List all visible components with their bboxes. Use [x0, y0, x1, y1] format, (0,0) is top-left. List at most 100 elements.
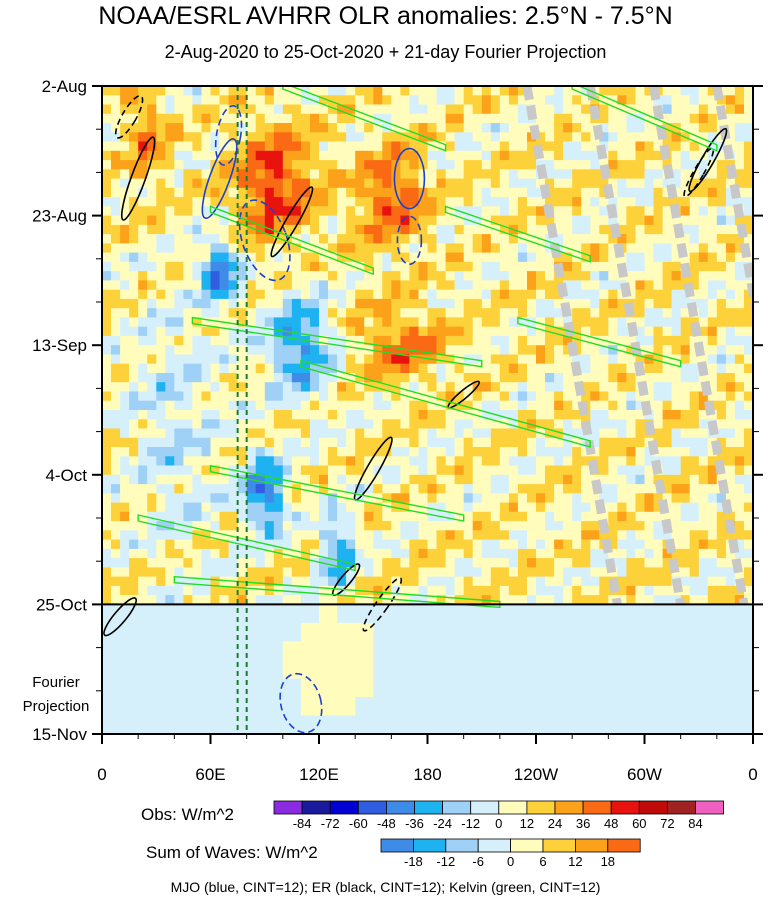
anomaly-cell	[734, 271, 745, 281]
anomaly-cell	[255, 150, 266, 161]
anomaly-cell	[481, 197, 492, 207]
anomaly-cell	[427, 308, 438, 319]
anomaly-cell	[698, 95, 709, 106]
anomaly-cell	[310, 576, 320, 587]
anomaly-cell	[590, 391, 600, 402]
anomaly-cell	[545, 511, 555, 522]
anomaly-cell	[319, 502, 329, 513]
anomaly-cell	[129, 530, 139, 541]
anomaly-cell	[400, 521, 410, 531]
anomaly-cell	[662, 419, 673, 430]
anomaly-cell	[328, 150, 338, 161]
anomaly-cell	[744, 400, 753, 411]
anomaly-cell	[744, 373, 753, 383]
anomaly-cell	[490, 169, 501, 180]
anomaly-cell	[734, 391, 745, 402]
anomaly-cell	[635, 224, 646, 235]
anomaly-cell	[662, 493, 673, 504]
anomaly-cell	[355, 530, 365, 541]
anomaly-cell	[210, 595, 221, 605]
anomaly-cell	[156, 558, 166, 568]
anomaly-cell	[472, 261, 483, 272]
anomaly-cell	[346, 86, 356, 96]
anomaly-cell	[427, 373, 438, 383]
anomaly-cell	[463, 317, 474, 328]
anomaly-cell	[689, 373, 700, 383]
x-axis: 0 60E 120E 180 120W 60W 0	[97, 734, 758, 784]
anomaly-cell	[436, 271, 447, 281]
anomaly-cell	[120, 391, 130, 402]
colorbar-box	[554, 800, 584, 815]
anomaly-cell	[527, 567, 537, 578]
anomaly-cell	[662, 197, 673, 207]
anomaly-cell	[409, 511, 419, 522]
anomaly-cell	[472, 576, 483, 587]
anomaly-cell	[445, 595, 456, 605]
projection-cell	[463, 604, 483, 624]
anomaly-cell	[635, 428, 646, 439]
anomaly-cell	[183, 474, 193, 485]
projection-cell	[427, 715, 447, 734]
anomaly-cell	[536, 215, 546, 226]
projection-cell	[517, 604, 537, 624]
anomaly-cell	[445, 410, 456, 420]
anomaly-cell	[436, 428, 447, 439]
anomaly-cell	[418, 113, 429, 124]
anomaly-cell	[246, 539, 257, 550]
anomaly-cell	[581, 169, 591, 180]
anomaly-cell	[463, 484, 474, 494]
anomaly-cell	[282, 493, 293, 504]
anomaly-cell	[508, 234, 519, 244]
anomaly-cell	[273, 474, 284, 485]
projection-cell	[300, 659, 320, 679]
anomaly-cell	[599, 530, 609, 541]
projection-cell	[445, 678, 465, 698]
anomaly-cell	[427, 363, 438, 374]
anomaly-cell	[192, 437, 202, 448]
anomaly-cell	[481, 447, 492, 457]
anomaly-cell	[608, 335, 618, 346]
anomaly-cell	[228, 530, 239, 541]
anomaly-cell	[499, 576, 510, 587]
anomaly-cell	[436, 234, 447, 244]
anomaly-cell	[418, 595, 429, 605]
anomaly-cell	[156, 595, 166, 605]
anomaly-cell	[147, 419, 157, 430]
anomaly-cell	[111, 391, 121, 402]
anomaly-cell	[499, 410, 510, 420]
anomaly-cell	[355, 567, 365, 578]
anomaly-cell	[472, 530, 483, 541]
fourier-label-line1: Fourier	[32, 674, 80, 691]
anomaly-cell	[165, 150, 175, 161]
anomaly-cell	[554, 308, 564, 319]
anomaly-cell	[192, 197, 202, 207]
anomaly-cell	[499, 382, 510, 393]
anomaly-cell	[291, 595, 302, 605]
anomaly-cell	[210, 493, 221, 504]
anomaly-cell	[581, 150, 591, 161]
anomaly-cell	[228, 585, 239, 596]
anomaly-cell	[364, 187, 374, 198]
anomaly-cell	[599, 410, 609, 420]
anomaly-cell	[147, 595, 157, 605]
anomaly-cell	[111, 335, 121, 346]
anomaly-cell	[246, 317, 257, 328]
projection-cell	[734, 659, 753, 679]
anomaly-cell	[481, 530, 492, 541]
anomaly-cell	[517, 326, 528, 337]
anomaly-cell	[129, 576, 139, 587]
projection-cell	[626, 641, 646, 661]
anomaly-cell	[273, 373, 284, 383]
anomaly-cell	[734, 95, 745, 106]
projection-cell	[174, 622, 193, 642]
anomaly-cell	[291, 326, 302, 337]
anomaly-cell	[255, 502, 266, 513]
anomaly-cell	[273, 95, 284, 106]
anomaly-cell	[147, 465, 157, 476]
anomaly-cell	[138, 280, 148, 291]
anomaly-cell	[599, 234, 609, 244]
anomaly-cell	[481, 437, 492, 448]
projection-cell	[246, 678, 266, 698]
anomaly-cell	[617, 521, 627, 531]
anomaly-cell	[481, 548, 492, 559]
